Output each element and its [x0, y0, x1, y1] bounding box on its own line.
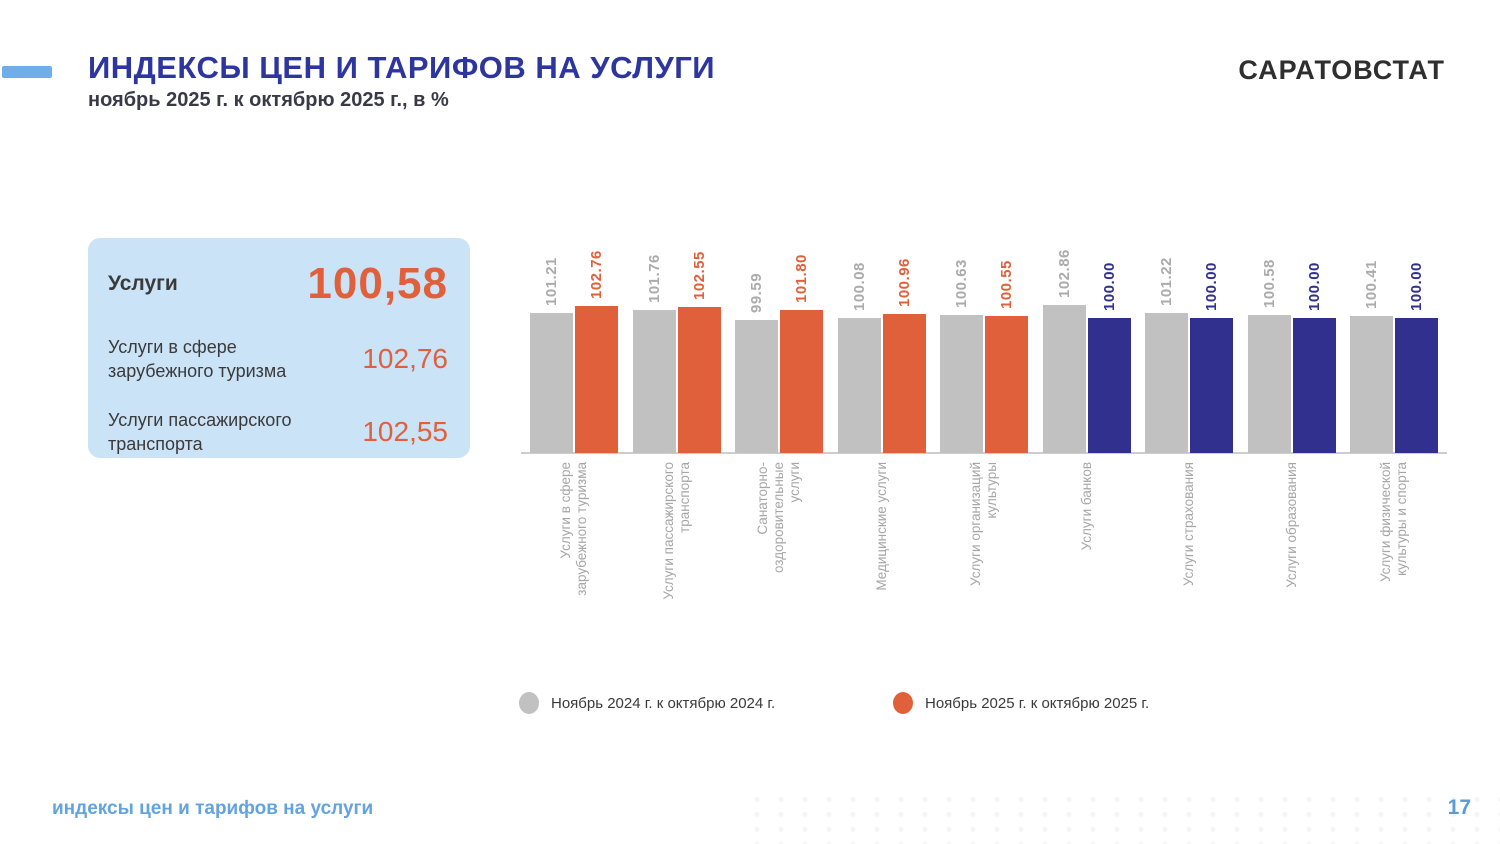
bar-value-label: 102.76	[587, 249, 605, 299]
bar-2024	[1350, 316, 1393, 453]
bar-2025	[883, 313, 926, 453]
category-label: Услуги страхования	[1181, 462, 1196, 587]
category-label: Услуги образования	[1284, 462, 1299, 588]
bar-value-label: 102.55	[690, 250, 708, 300]
summary-card-row-value: 102,55	[362, 416, 448, 447]
x-axis-line	[521, 452, 1447, 454]
legend-dot-2025	[893, 692, 913, 714]
summary-card-row-label: Услуги в сфере зарубежного туризма	[108, 337, 287, 381]
category-label: Медицинские услуги	[874, 462, 889, 591]
bar-value-label: 100.63	[952, 259, 970, 309]
bar-2024	[530, 312, 573, 453]
bar-value-label: 102.86	[1055, 249, 1073, 299]
bar-value-label: 101.21	[542, 256, 560, 306]
legend-item-2025: Ноябрь 2025 г. к октябрю 2025 г.	[893, 692, 1149, 714]
bar-value-label: 100.58	[1260, 259, 1278, 309]
category-label: Услуги организаций культуры	[968, 462, 999, 586]
bar-value-label: 100.00	[1305, 262, 1323, 311]
page-title: ИНДЕКСЫ ЦЕН И ТАРИФОВ НА УСЛУГИ	[88, 50, 716, 85]
bar-value-label: 100.00	[1407, 262, 1425, 311]
bar-value-label: 100.00	[1100, 262, 1118, 311]
bar-2025	[575, 305, 618, 453]
category-label: Услуги пассажирского транспорта	[661, 462, 692, 600]
bar-value-label: 100.08	[850, 261, 868, 311]
bar-2025	[1088, 318, 1131, 453]
category-label: Санаторно- оздоровительные услуги	[755, 462, 802, 574]
page-subtitle: ноябрь 2025 г. к октябрю 2025 г., в %	[88, 89, 449, 111]
bar-2025	[1190, 318, 1233, 453]
saratovstat-logo: САРАТОВСТАТ	[1238, 55, 1445, 85]
summary-card-title: Услуги	[108, 272, 178, 295]
corner-dot-pattern	[745, 792, 1500, 844]
bar-value-label: 100.00	[1202, 262, 1220, 311]
bar-2025	[678, 306, 721, 453]
category-label: Услуги банков	[1079, 462, 1094, 551]
summary-card-main-value: 100,58	[307, 259, 448, 308]
bar-2024	[940, 315, 983, 453]
bar-2024	[1043, 305, 1086, 453]
legend-label-2025: Ноябрь 2025 г. к октябрю 2025 г.	[925, 694, 1150, 712]
bar-2025	[985, 315, 1028, 453]
bar-value-label: 100.96	[895, 257, 913, 307]
bar-2024	[735, 319, 778, 453]
bar-value-label: 101.22	[1157, 256, 1175, 306]
accent-bar	[2, 66, 52, 78]
bar-2025	[780, 309, 823, 453]
bar-2024	[1248, 315, 1291, 453]
bar-2024	[838, 317, 881, 453]
summary-card-row: Услуги в сфере зарубежного туризма 102,7…	[108, 335, 448, 383]
summary-card-row-label: Услуги пассажирского транспорта	[108, 410, 292, 454]
summary-card: Услуги 100,58 Услуги в сфере зарубежного…	[88, 238, 470, 458]
footer-title: индексы цен и тарифов на услуги	[52, 798, 374, 819]
bar-value-label: 99.59	[747, 272, 765, 313]
bar-2024	[1145, 312, 1188, 453]
summary-card-row: Услуги пассажирского транспорта 102,55	[108, 408, 448, 456]
category-label: Услуги физической культуры и спорта	[1378, 462, 1409, 583]
page-number: 17	[1447, 796, 1471, 819]
bar-value-label: 100.41	[1362, 260, 1380, 310]
bar-2025	[1395, 318, 1438, 453]
summary-card-row-value: 102,76	[362, 343, 448, 374]
legend-label-2024: Ноябрь 2024 г. к октябрю 2024 г.	[551, 694, 776, 712]
bar-value-label: 101.76	[645, 254, 663, 304]
bar-value-label: 100.55	[997, 259, 1015, 309]
summary-card-main-row: Услуги 100,58	[108, 258, 448, 310]
category-label: Услуги в сфере зарубежного туризма	[558, 462, 589, 596]
bar-2025	[1293, 318, 1336, 453]
bar-value-label: 101.80	[792, 254, 810, 303]
legend-dot-2024	[519, 692, 539, 714]
bar-2024	[633, 310, 676, 453]
legend-item-2024: Ноябрь 2024 г. к октябрю 2024 г.	[519, 692, 775, 714]
